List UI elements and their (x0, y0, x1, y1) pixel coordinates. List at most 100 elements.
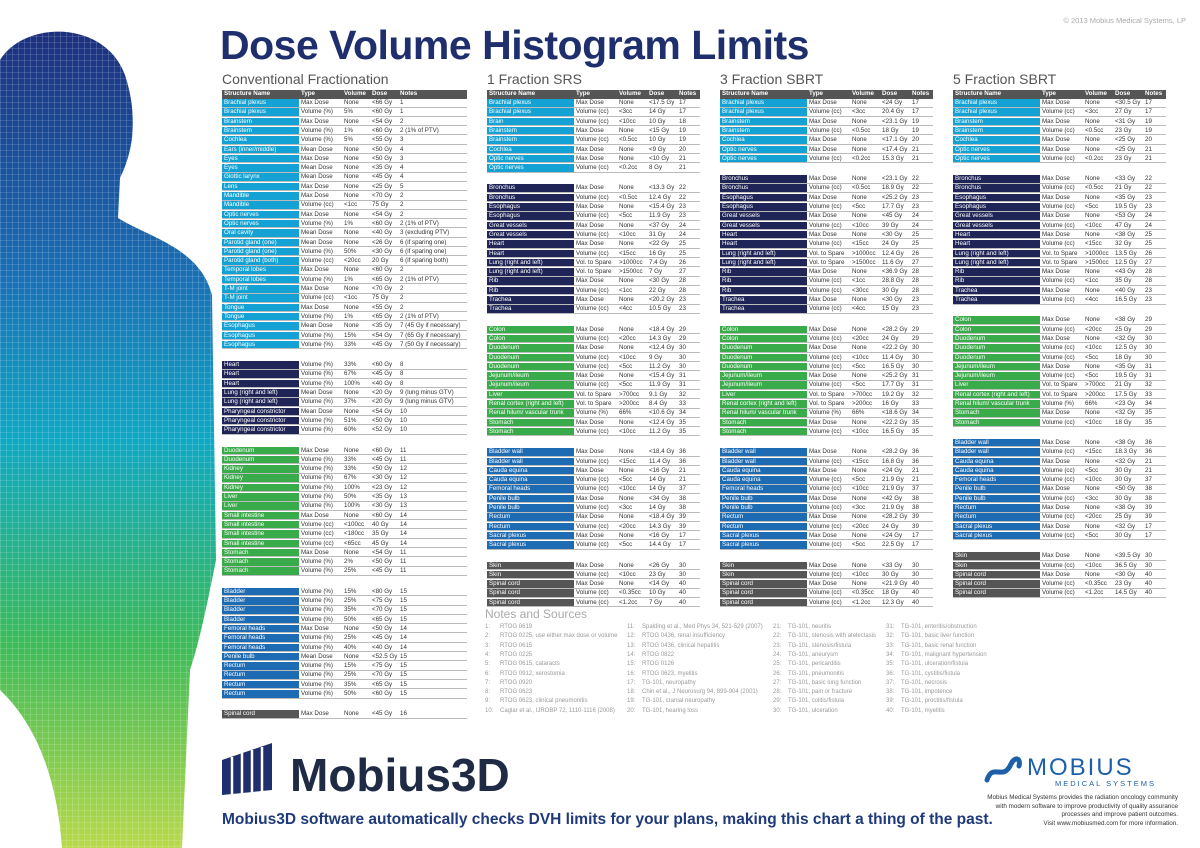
table-cell: 21 Gy (1113, 184, 1143, 193)
table-cell: <0.5cc (850, 184, 880, 193)
structure-name: Great vessels (487, 221, 574, 231)
structure-name: Liver (953, 381, 1040, 390)
note-number: 33: (886, 642, 895, 649)
table-cell: <70 Gy (370, 285, 398, 294)
table-cell: Max Dose (299, 447, 342, 455)
structure-name: Sacral plexus (487, 541, 574, 550)
table-cell: 17.7 Gy (880, 381, 910, 390)
table-cell: >1500cc (1083, 259, 1113, 268)
table-cell: Max Dose (1040, 316, 1083, 325)
table-cell: Max Dose (1040, 335, 1083, 344)
table-cell: 18 Gy (1113, 354, 1143, 362)
structure-name: Duodenum (953, 353, 1040, 362)
note-text: RTOG 0225, use either max dose or volume (500, 633, 618, 640)
structure-name: Stomach (487, 418, 574, 428)
table-cell: 38 (677, 504, 700, 513)
note-text: TG-101, myelitis (901, 707, 945, 714)
table-cell: 11 (398, 447, 467, 455)
table-cell: 9 (lung minus GTV) (398, 398, 467, 407)
table-cell: 29 (1143, 326, 1166, 335)
table-cell: <60 Gy (370, 447, 398, 455)
structure-name: Rib (720, 286, 807, 296)
structure-name: Brachial plexus (953, 108, 1040, 117)
table-cell: 12.4 Gy (880, 250, 910, 258)
table-cell: 66% (1083, 400, 1113, 409)
note-number: 35: (886, 661, 895, 668)
structure-name: Liver (720, 390, 807, 400)
table-cell: 29 (677, 326, 700, 335)
table-cell: <0.2cc (617, 164, 647, 173)
table-cell: Volume (cc) (807, 305, 850, 314)
table-cell: Volume (cc) (807, 599, 850, 608)
table-cell: <4cc (1083, 296, 1113, 305)
table-cell: <26 Gy (647, 562, 677, 570)
column-header: Type (1040, 90, 1083, 99)
table-cell: Mean Dose (299, 173, 342, 182)
body-figure (0, 31, 216, 848)
table-cell: None (1083, 136, 1113, 145)
note-number: 28: (773, 689, 782, 696)
table-cell: Max Dose (807, 146, 850, 154)
table-cell: <40 Gy (1113, 287, 1143, 296)
table-cell: 35 (677, 419, 700, 428)
table-cell: 20 Gy (370, 257, 398, 266)
table-cell: 18 Gy (1113, 419, 1143, 428)
table-cell: None (1083, 146, 1113, 154)
structure-name: Cauda equina (487, 476, 574, 485)
table-cell: 25% (342, 671, 370, 680)
table-cell: Volume (%) (299, 136, 342, 145)
structure-name: Great vessels (487, 230, 574, 240)
table-cell: 27 Gy (1113, 108, 1143, 117)
table-cell: <31 Gy (1113, 118, 1143, 127)
note-text: TG-101, stenosis/fistula (788, 642, 852, 649)
structure-name: Penile bulb (487, 494, 574, 504)
table-cell: Volume (cc) (1040, 240, 1083, 249)
note-number: 39: (886, 698, 895, 705)
table-cell: <24 Gy (880, 532, 910, 541)
table-cell: Max Dose (807, 372, 850, 381)
table-cell: 28.8 Gy (880, 277, 910, 286)
table-cell: None (1083, 363, 1113, 372)
table-cell: None (342, 266, 370, 275)
structure-name: Femoral heads (720, 485, 807, 494)
table-cell: 4 (398, 164, 467, 173)
table-cell: Volume (cc) (1040, 419, 1083, 428)
table-cell: <20cc (1083, 513, 1113, 522)
table-cell: 25 (1143, 240, 1166, 249)
structure-name: Parotid gland (both) (222, 257, 299, 266)
table-cell: 17 (1143, 99, 1166, 108)
table-cell: <75 Gy (370, 662, 398, 671)
table-cell: 11.4 Gy (880, 354, 910, 362)
table-cell: 1 (398, 108, 467, 117)
note-text: TG-101, neuropathy (642, 679, 696, 686)
structure-name: Penile bulb (720, 494, 807, 504)
about-line: processes and improve patient outcomes. (1061, 811, 1178, 818)
structure-name: Glottic larynx (222, 173, 299, 182)
note-text: TG-101, basic renal function (901, 642, 977, 649)
structure-name: Jejunum/ileum (720, 381, 807, 390)
structure-name: Lens (222, 182, 299, 192)
table-cell: <60 Gy (370, 108, 398, 117)
structure-name: Cochlea (953, 136, 1040, 145)
table-cell: Volume (cc) (1040, 222, 1083, 231)
structure-name: Tongue (222, 303, 299, 313)
section-title: Conventional Fractionation (222, 71, 389, 87)
structure-name: Esophagus (487, 212, 574, 221)
table-cell: 26 (1143, 250, 1166, 258)
table-cell: 66% (617, 409, 647, 418)
table-cell: <38 Gy (1113, 231, 1143, 240)
table-cell: Volume (%) (299, 127, 342, 136)
structure-name: Colon (487, 334, 574, 344)
structure-name: Kidney (222, 465, 299, 474)
table-cell: 15.3 Gy (880, 155, 910, 164)
table-cell: Vol. to Spare (1040, 259, 1083, 268)
note-number: 1: (485, 624, 491, 630)
table-cell: <0.2cc (850, 155, 880, 164)
table-cell: <50 Gy (370, 465, 398, 474)
structure-name: Jejunum/ileum (720, 372, 807, 381)
table-cell: None (342, 625, 370, 634)
table-cell: <30.5 Gy (1113, 99, 1143, 108)
note-text: RTOG 0619 (500, 624, 533, 630)
structure-name: Eyes (222, 154, 299, 164)
table-cell: <1cc (850, 277, 880, 286)
